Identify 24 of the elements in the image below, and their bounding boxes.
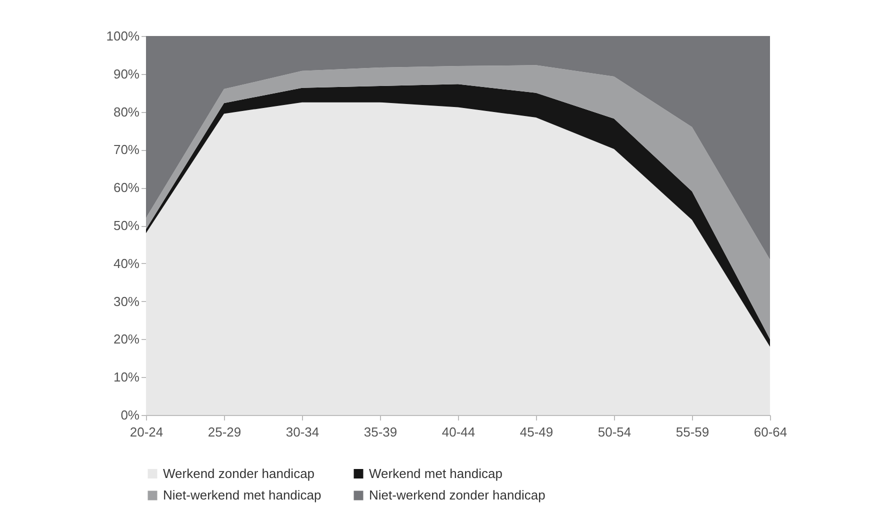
x-tick-label: 30-34 <box>286 424 320 440</box>
y-tick-label: 80% <box>113 104 140 120</box>
x-tick-label: 20-24 <box>130 424 164 440</box>
y-tick-label: 0% <box>120 408 140 422</box>
y-tick-label: 100% <box>106 28 140 44</box>
y-tick-label: 60% <box>113 180 140 196</box>
y-tick-label: 10% <box>113 370 140 385</box>
x-tick-label: 45-49 <box>520 424 554 440</box>
y-tick-label: 30% <box>113 294 140 309</box>
y-tick-label: 50% <box>113 218 140 233</box>
legend-label: Werkend zonder handicap <box>163 466 315 481</box>
x-tick-label: 35-39 <box>364 424 398 440</box>
y-tick-label: 20% <box>113 332 140 347</box>
legend-label: Niet-werkend met handicap <box>163 488 322 502</box>
legend-label: Niet-werkend zonder handicap <box>369 488 546 502</box>
x-tick-label: 55-59 <box>676 424 710 440</box>
y-tick-label: 90% <box>113 66 140 82</box>
y-tick-label: 40% <box>113 256 140 271</box>
x-tick-label: 50-54 <box>598 424 632 440</box>
x-tick-label: 25-29 <box>208 424 242 440</box>
legend-label: Werkend met handicap <box>369 466 502 481</box>
y-tick-label: 70% <box>113 142 140 158</box>
x-tick-label: 40-44 <box>442 424 476 440</box>
x-tick-label: 60-64 <box>754 424 788 440</box>
